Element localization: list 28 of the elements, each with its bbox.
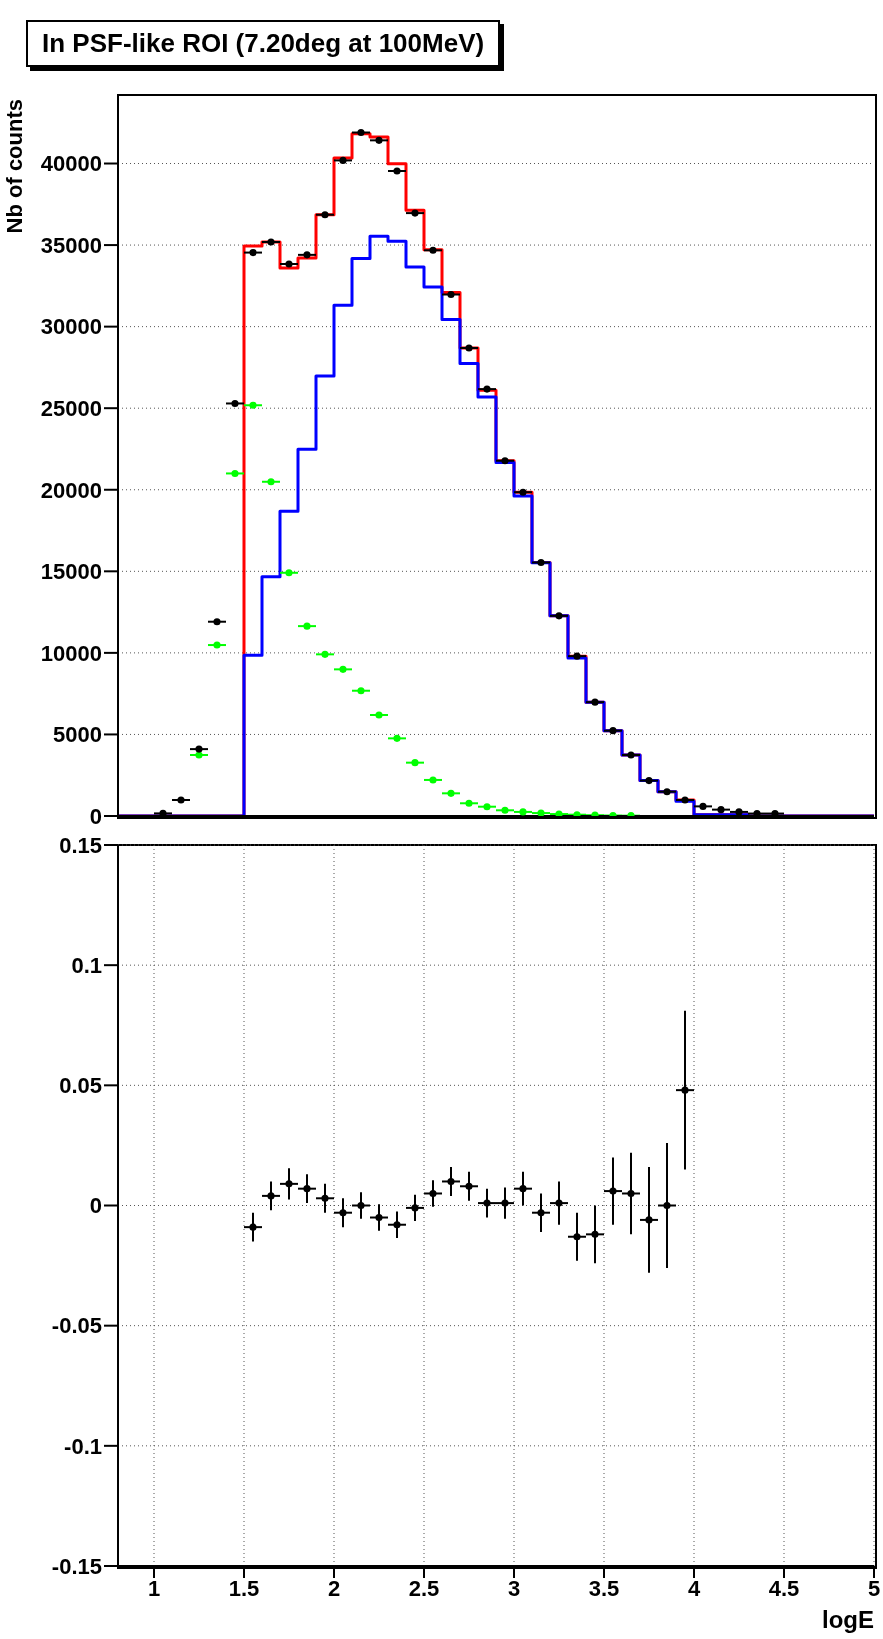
y-tick-label: 0 [89, 1193, 102, 1219]
y-tick-label: 0 [89, 803, 102, 829]
y-tick-label: 5000 [53, 722, 102, 748]
y-tick-label: 0.05 [59, 1073, 102, 1099]
y-tick-label: 15000 [40, 559, 102, 585]
x-tick-label: 5 [867, 1575, 881, 1601]
y-tick-label: 0.1 [71, 952, 102, 978]
x-tick-label: 4.5 [768, 1575, 800, 1601]
x-tick-label: 1.5 [228, 1575, 260, 1601]
y-tick-label: 10000 [40, 640, 102, 666]
x-tick-label: 3.5 [588, 1575, 620, 1601]
x-tick-label: 3 [507, 1575, 521, 1601]
x-axis-title: logE [822, 1606, 874, 1633]
y-tick-label: -0.15 [51, 1553, 102, 1579]
x-tick-label: 2 [327, 1575, 341, 1601]
y-tick-label: -0.05 [51, 1313, 102, 1339]
y-tick-label: 0.15 [59, 832, 102, 858]
y-tick-label: -0.1 [64, 1433, 102, 1459]
chart-title: In PSF-like ROI (7.20deg at 100MeV) [26, 20, 501, 67]
x-tick-label: 2.5 [408, 1575, 440, 1601]
y-tick-label: 35000 [40, 232, 102, 258]
y-tick-label: 25000 [40, 396, 102, 421]
y-tick-label: 40000 [40, 151, 102, 177]
y-tick-label: 20000 [40, 477, 102, 503]
y-axis-title: Nb of counts [2, 99, 27, 234]
x-tick-label: 1 [147, 1575, 161, 1601]
x-tick-label: 4 [687, 1575, 701, 1601]
y-tick-label: 30000 [40, 314, 102, 340]
